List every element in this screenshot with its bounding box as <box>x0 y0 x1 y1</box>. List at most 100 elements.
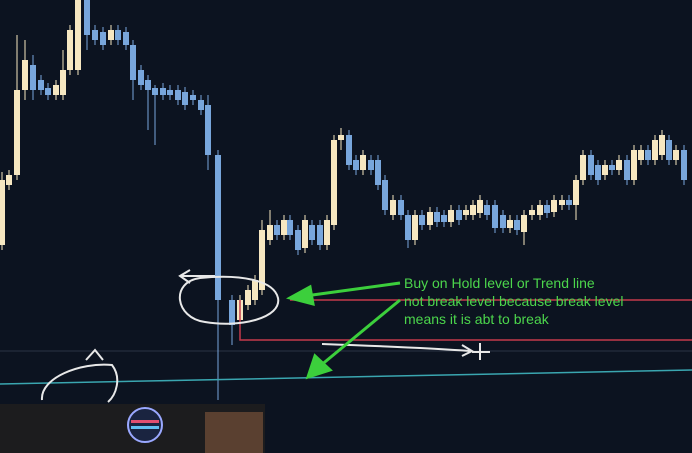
candle-body <box>434 212 440 222</box>
candle-body <box>14 90 20 175</box>
candle-body <box>245 290 251 305</box>
candle-body <box>666 140 672 160</box>
candle-body <box>463 210 469 215</box>
candle-body <box>382 180 388 210</box>
candle-body <box>22 60 28 90</box>
annotation-text: not break level because break level <box>404 293 623 309</box>
candle-body <box>281 220 287 235</box>
candle-body <box>580 155 586 180</box>
candle-body <box>652 140 658 160</box>
candle-body <box>537 205 543 215</box>
arrow-mark <box>321 343 490 360</box>
candle-body <box>353 160 359 170</box>
candle-body <box>514 220 520 230</box>
break-level <box>239 300 692 341</box>
candle-body <box>477 200 483 213</box>
candle-body <box>182 92 188 105</box>
candle-body <box>659 135 665 155</box>
candle-body <box>108 30 114 40</box>
candle-body <box>53 85 59 95</box>
trend-line <box>0 369 692 385</box>
candle-body <box>167 90 173 95</box>
candle-body <box>456 210 462 220</box>
candle-body <box>324 220 330 245</box>
candle-body <box>295 230 301 250</box>
arrow-mark <box>178 269 215 284</box>
candle-body <box>405 215 411 240</box>
candle-body <box>331 140 337 225</box>
candle-body <box>100 32 106 45</box>
annotation-arrows <box>285 281 401 380</box>
candle-body <box>681 150 687 180</box>
candle-body <box>375 160 381 185</box>
candle-body <box>631 150 637 180</box>
candle-body <box>60 70 66 95</box>
annotation-text: means it is abt to break <box>404 311 550 327</box>
candle-body <box>274 225 280 235</box>
candle-body <box>267 225 273 240</box>
candle-body <box>123 32 129 45</box>
candle-body <box>67 30 73 70</box>
candle-body <box>559 200 565 205</box>
candle-body <box>0 180 5 245</box>
candle-body <box>30 65 36 90</box>
candle-body <box>566 200 572 205</box>
candle-body <box>160 88 166 95</box>
candle-body <box>529 210 535 215</box>
candle-body <box>6 175 12 185</box>
candle-body <box>360 155 366 170</box>
candle-body <box>602 165 608 175</box>
candle-body <box>368 160 374 170</box>
candle-body <box>138 70 144 85</box>
candle-body <box>115 30 121 40</box>
candle-body <box>84 0 90 35</box>
candle-body <box>573 180 579 205</box>
candle-body <box>259 230 265 290</box>
candle-body <box>309 225 315 240</box>
candle-body <box>145 80 151 90</box>
logo-stripe <box>131 426 159 429</box>
candle-body <box>638 150 644 160</box>
candle-body <box>92 30 98 40</box>
candle-body <box>229 300 235 325</box>
candle-body <box>398 200 404 215</box>
candle-body <box>38 80 44 90</box>
candle-body <box>215 155 221 300</box>
candle-body <box>175 90 181 100</box>
candle-body <box>441 215 447 222</box>
candle-body <box>346 135 352 165</box>
candle-body <box>190 95 196 100</box>
candle-body <box>152 88 158 95</box>
candle-body <box>673 150 679 160</box>
candle-body <box>205 105 211 155</box>
candle-body <box>198 100 204 110</box>
candle-body <box>616 160 622 170</box>
candle-body <box>470 205 476 215</box>
candle-body <box>544 205 550 213</box>
arrow-mark <box>40 348 119 403</box>
candle-body <box>427 212 433 225</box>
candle-body <box>302 220 308 248</box>
candle-body <box>130 45 136 80</box>
candle-body <box>507 220 513 228</box>
candle-body <box>412 215 418 240</box>
candle-body <box>500 215 506 228</box>
candle-body <box>484 205 490 215</box>
candle-body <box>317 225 323 245</box>
candle-body <box>287 220 293 235</box>
candle-body <box>521 215 527 232</box>
candle-body <box>551 200 557 212</box>
candle-body <box>419 215 425 225</box>
logo <box>127 407 163 443</box>
circle-mark <box>179 275 280 325</box>
photo <box>205 412 263 453</box>
candle-body <box>75 0 81 70</box>
candle-body <box>609 165 615 170</box>
candle-body <box>45 88 51 95</box>
candle-body <box>252 280 258 300</box>
candle-body <box>390 200 396 215</box>
candle-body <box>588 155 594 175</box>
candle-body <box>338 135 344 140</box>
candle-body <box>624 160 630 180</box>
